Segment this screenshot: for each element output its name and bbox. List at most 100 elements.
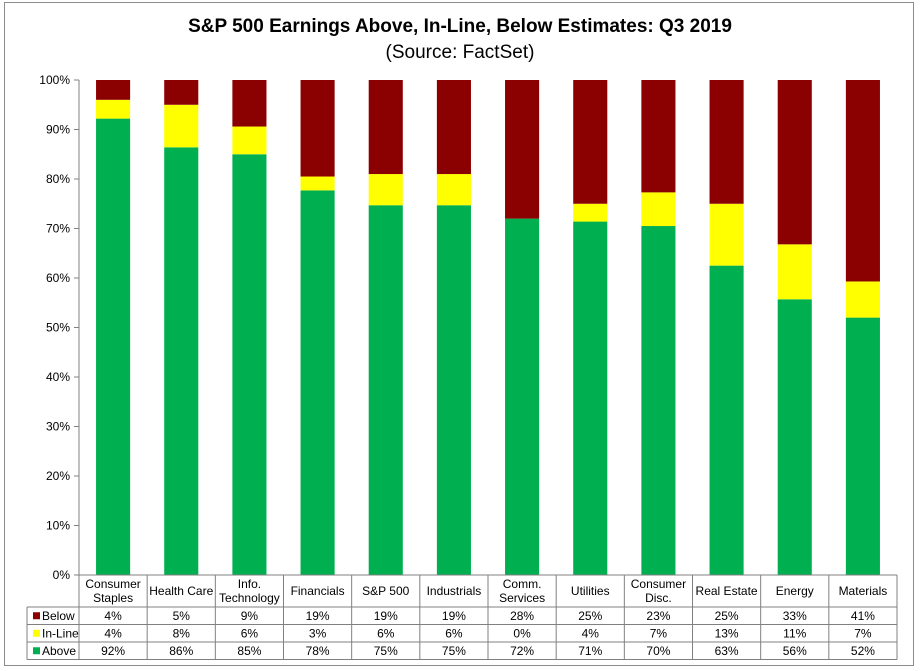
data-label: 7% [854,626,872,640]
bar-inline [573,203,608,222]
data-label: 33% [783,609,807,623]
data-label: 78% [306,644,330,658]
data-label: 6% [241,626,259,640]
data-label: 85% [237,644,261,658]
data-label: 56% [783,644,807,658]
data-label: 75% [374,644,398,658]
x-category-label: Financials [291,584,345,598]
y-tick-label: 80% [46,172,70,186]
bar-above [368,205,403,576]
bar-above [505,218,540,575]
legend-label: Below [42,609,75,623]
bar-above [573,221,608,575]
x-category-label: Utilities [571,584,610,598]
bar-above [436,205,471,576]
x-category-label: Comm. Services [499,577,545,605]
data-label: 70% [646,644,670,658]
data-label: 63% [715,644,739,658]
data-label: 7% [650,626,668,640]
data-label: 4% [104,626,122,640]
y-tick-label: 60% [46,271,70,285]
y-tick-label: 70% [46,222,70,236]
legend-swatch [33,629,40,637]
data-label: 9% [241,609,259,623]
data-label: 4% [104,609,122,623]
x-category-label: Materials [839,584,888,598]
y-tick-label: 10% [46,519,70,533]
bar-below [232,80,267,127]
x-category-label: Industrials [427,584,482,598]
bar-above [232,154,267,575]
x-category-label: Consumer Disc. [631,577,686,605]
chart-title: S&P 500 Earnings Above, In-Line, Below E… [188,16,732,37]
data-label: 6% [445,626,463,640]
bar-below [845,80,880,282]
data-label: 19% [306,609,330,623]
bar-inline [777,244,812,300]
bar-below [300,80,335,177]
bar-inline [300,176,335,191]
data-label: 71% [578,644,602,658]
data-label: 6% [377,626,395,640]
bar-above [845,317,880,575]
legend-label: Above [42,644,76,658]
x-category-label: Health Care [149,584,213,598]
bar-inline [164,104,199,148]
data-label: 92% [101,644,125,658]
legend-swatch [33,647,40,655]
bar-below [505,80,540,219]
bar-above [641,226,676,575]
chart-subtitle: (Source: FactSet) [385,42,535,63]
data-label: 25% [715,609,739,623]
bar-inline [641,192,676,227]
bar-above [164,147,199,575]
data-label: 23% [646,609,670,623]
data-label: 0% [513,626,531,640]
bar-inline [709,203,744,266]
data-label: 75% [442,644,466,658]
bar-above [709,265,744,575]
bar-inline [368,174,403,206]
data-label: 19% [374,609,398,623]
data-label: 3% [309,626,327,640]
data-label: 19% [442,609,466,623]
bar-inline [232,126,267,155]
data-label: 25% [578,609,602,623]
x-category-label: Real Estate [696,584,758,598]
x-category-label: Energy [776,584,814,598]
legend-label: In-Line [42,626,79,640]
data-label: 86% [169,644,193,658]
bar-below [573,80,608,204]
legend-swatch [33,612,40,620]
data-label: 13% [715,626,739,640]
x-category-label: Info. Technology [219,577,280,605]
bar-inline [436,174,471,206]
data-label: 8% [173,626,191,640]
x-category-label: Consumer Staples [85,577,140,605]
bar-below [436,80,471,175]
data-label: 52% [851,644,875,658]
y-tick-label: 20% [46,469,70,483]
bar-above [300,190,335,575]
y-tick-label: 0% [53,568,71,582]
data-label: 11% [783,626,806,640]
data-label: 4% [582,626,600,640]
y-tick-label: 40% [46,370,70,384]
y-tick-label: 100% [39,73,70,87]
x-category-label: S&P 500 [362,584,409,598]
bar-inline [96,99,131,119]
bar-below [641,80,676,193]
bar-below [164,80,199,105]
data-label: 5% [173,609,191,623]
bar-below [777,80,812,245]
data-label: 28% [510,609,534,623]
bar-above [96,118,131,576]
bar-inline [845,281,880,318]
y-tick-label: 30% [46,420,70,434]
data-label: 72% [510,644,534,658]
bar-below [709,80,744,204]
bar-below [368,80,403,175]
y-tick-label: 50% [46,321,70,335]
y-tick-label: 90% [46,123,70,137]
